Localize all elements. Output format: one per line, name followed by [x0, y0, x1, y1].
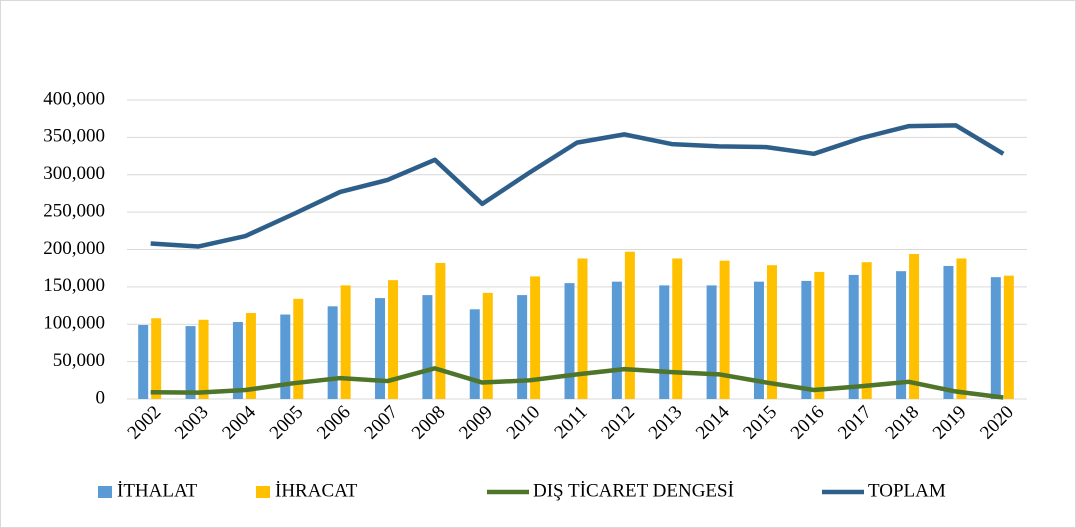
- bar: [185, 326, 196, 399]
- legend-label: İTHALAT: [117, 480, 198, 501]
- bar: [198, 319, 209, 399]
- legend-label: TOPLAM: [868, 480, 946, 501]
- bar: [469, 309, 480, 399]
- bar: [801, 280, 812, 399]
- bar: [706, 285, 717, 399]
- bar: [990, 277, 1001, 399]
- bar: [766, 265, 777, 399]
- bar: [896, 271, 907, 399]
- y-tick-label: 400,000: [43, 88, 105, 109]
- bar: [1003, 275, 1014, 399]
- bar: [245, 313, 256, 399]
- legend-swatch: [98, 486, 112, 498]
- legend-label: DIŞ TİCARET DENGESİ: [533, 480, 734, 501]
- bar: [624, 251, 635, 399]
- legend-swatch: [256, 486, 270, 498]
- line: [150, 366, 1004, 400]
- bar: [577, 258, 588, 399]
- y-tick-label: 50,000: [53, 350, 105, 371]
- bar: [564, 283, 575, 399]
- legend-label: İHRACAT: [275, 480, 358, 501]
- bar: [909, 253, 920, 399]
- bar: [848, 274, 859, 399]
- bar: [435, 262, 446, 399]
- bar: [232, 322, 243, 399]
- y-tick-label: 300,000: [43, 163, 105, 184]
- bar: [943, 265, 954, 399]
- bar: [138, 324, 149, 399]
- bar: [814, 271, 825, 399]
- bar: [388, 280, 399, 399]
- bar: [659, 285, 670, 399]
- line: [150, 123, 1005, 249]
- bar: [611, 281, 622, 399]
- bar: [151, 318, 162, 399]
- y-tick-label: 250,000: [43, 200, 105, 221]
- bar: [517, 295, 528, 399]
- bar: [422, 295, 433, 399]
- bar: [956, 258, 967, 399]
- y-tick-label: 0: [96, 387, 106, 408]
- bar: [719, 260, 730, 399]
- bar: [672, 258, 683, 399]
- bar: [530, 276, 541, 399]
- y-tick-label: 200,000: [43, 238, 105, 259]
- bar: [280, 314, 291, 399]
- y-tick-label: 100,000: [43, 313, 105, 334]
- y-tick-label: 150,000: [43, 275, 105, 296]
- bar: [375, 298, 386, 399]
- bar: [861, 262, 872, 399]
- bar: [340, 285, 351, 399]
- bar: [753, 281, 764, 399]
- bar: [327, 306, 338, 399]
- bar: [482, 292, 493, 399]
- bar: [293, 298, 304, 399]
- y-tick-label: 350,000: [43, 126, 105, 147]
